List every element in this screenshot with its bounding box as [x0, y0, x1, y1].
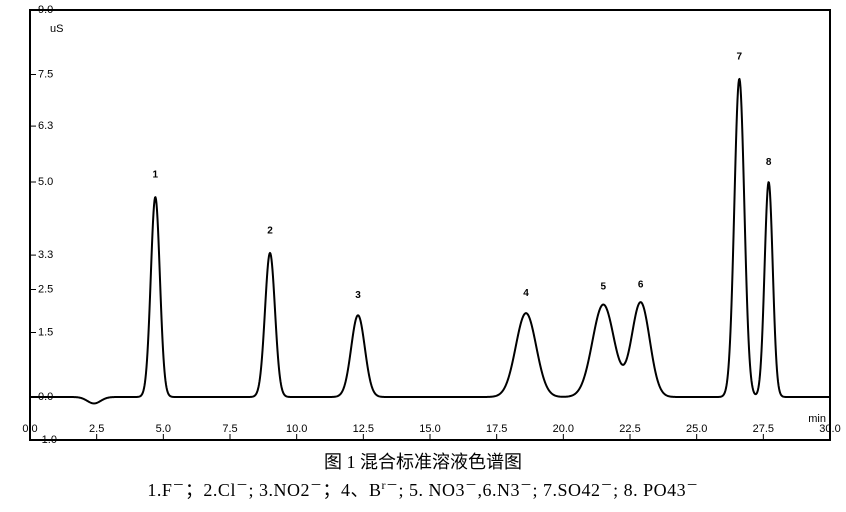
svg-text:17.5: 17.5 — [486, 423, 507, 435]
svg-text:7: 7 — [737, 51, 743, 62]
svg-text:8: 8 — [766, 157, 772, 168]
svg-text:min: min — [808, 413, 826, 425]
svg-text:27.5: 27.5 — [753, 423, 774, 435]
svg-text:15.0: 15.0 — [419, 423, 440, 435]
svg-text:5: 5 — [601, 282, 607, 293]
svg-text:uS: uS — [50, 23, 63, 35]
svg-text:-1.0: -1.0 — [38, 434, 57, 446]
svg-text:2.5: 2.5 — [38, 284, 53, 296]
svg-text:7.5: 7.5 — [38, 69, 53, 81]
svg-text:6: 6 — [638, 279, 644, 290]
svg-text:22.5: 22.5 — [619, 423, 640, 435]
svg-text:12.5: 12.5 — [353, 423, 374, 435]
svg-text:25.0: 25.0 — [686, 423, 707, 435]
svg-text:2.5: 2.5 — [89, 423, 104, 435]
svg-text:3.3: 3.3 — [38, 249, 53, 261]
svg-text:9.0: 9.0 — [38, 4, 53, 16]
svg-text:5.0: 5.0 — [156, 423, 171, 435]
caption-legend: 1.F－；2.Cl－; 3.NO2－；4、Br－; 5. NO3－,6.N3－;… — [0, 476, 846, 504]
caption-title: 图 1 混合标准溶液色谱图 — [0, 449, 846, 476]
svg-text:0.0: 0.0 — [22, 423, 37, 435]
svg-text:10.0: 10.0 — [286, 423, 307, 435]
svg-text:3: 3 — [355, 290, 361, 301]
svg-text:2: 2 — [267, 226, 273, 237]
figure-caption: 图 1 混合标准溶液色谱图 1.F－；2.Cl－; 3.NO2－；4、Br－; … — [0, 449, 846, 504]
svg-text:1: 1 — [153, 170, 159, 181]
svg-text:20.0: 20.0 — [553, 423, 574, 435]
svg-text:4: 4 — [523, 288, 529, 299]
svg-text:6.3: 6.3 — [38, 120, 53, 132]
svg-text:7.5: 7.5 — [222, 423, 237, 435]
chromatogram-chart: -1.00.01.52.53.35.06.37.59.00.02.55.07.5… — [0, 0, 846, 450]
svg-text:1.5: 1.5 — [38, 327, 53, 339]
svg-text:5.0: 5.0 — [38, 176, 53, 188]
